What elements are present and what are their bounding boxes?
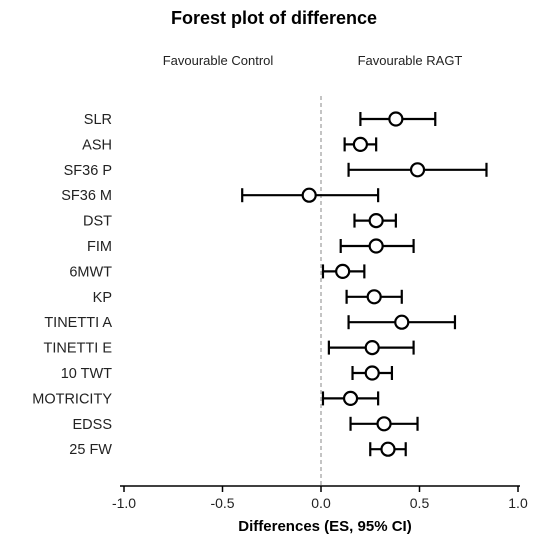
category-label: KP [93,290,112,306]
point-estimate [368,213,384,229]
x-axis-label: Differences (ES, 95% CI) [238,518,411,535]
point-estimate [364,365,380,381]
point-estimate [394,314,410,330]
x-tick-label: 1.0 [508,495,528,511]
point-estimate [301,187,317,203]
category-label: SF36 P [64,163,112,179]
category-label: SLR [84,112,112,128]
x-tick-label: 0.0 [311,495,331,511]
point-estimate [368,238,384,254]
point-estimate [352,136,368,152]
x-tick-label: 0.5 [410,495,430,511]
x-axis-ticks: -1.0 -0.5 0.0 0.5 1.0 [112,486,528,511]
point-estimate [376,416,392,432]
category-label: FIM [87,239,112,255]
x-tick-label: -0.5 [210,495,234,511]
point-estimate [364,340,380,356]
x-tick-label: -1.0 [112,495,136,511]
category-label: ASH [82,137,112,153]
category-label: TINETTI E [44,341,113,357]
forest-rows: SLR ASH SF36 P SF36 M DST FIM 6MWT KP TINETTI A T… [32,111,488,458]
category-label: EDSS [73,417,113,433]
category-label: DST [83,214,112,230]
annotation-favourable-ragt: Favourable RAGT [358,53,463,68]
point-estimate [366,289,382,305]
point-estimate [342,390,359,406]
point-estimate [409,162,426,178]
chart-title: Forest plot of difference [171,8,377,28]
category-label: MOTRICITY [32,391,112,407]
category-label: 10 TWT [61,366,112,382]
category-label: 25 FW [69,442,112,458]
category-label: SF36 M [61,188,112,204]
point-estimate [335,263,351,279]
point-estimate [388,111,404,127]
category-label: TINETTI A [44,315,112,331]
annotation-favourable-control: Favourable Control [163,53,274,68]
category-label: 6MWT [69,264,112,280]
point-estimate [380,441,396,457]
